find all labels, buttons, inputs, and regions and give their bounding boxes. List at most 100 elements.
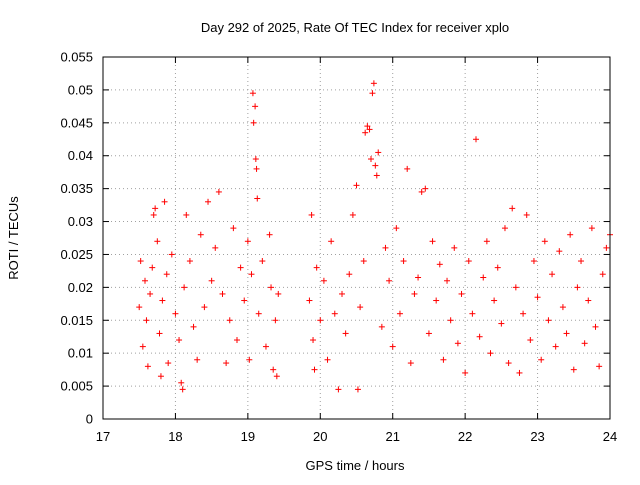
data-point <box>223 360 230 367</box>
data-point <box>372 162 379 169</box>
data-point <box>362 129 369 136</box>
data-point <box>252 103 259 110</box>
x-axis-label: GPS time / hours <box>306 458 405 473</box>
data-point <box>592 323 599 330</box>
data-point <box>483 238 490 245</box>
data-point <box>465 258 472 265</box>
y-tick-label: 0.01 <box>68 346 93 361</box>
y-tick-label: 0 <box>86 412 93 427</box>
data-point <box>253 165 260 172</box>
x-tick-labels: 17 18 19 20 21 22 23 24 <box>96 429 617 444</box>
data-point <box>552 343 559 350</box>
data-point <box>262 343 269 350</box>
data-point <box>429 238 436 245</box>
data-point <box>273 373 280 380</box>
data-point <box>212 244 219 251</box>
scatter-points <box>136 80 613 393</box>
data-point <box>480 274 487 281</box>
data-point <box>454 340 461 347</box>
data-point <box>324 356 331 363</box>
data-point <box>272 317 279 324</box>
data-point <box>306 297 313 304</box>
y-axis-label: ROTI / TECUs <box>6 196 21 280</box>
data-point <box>581 340 588 347</box>
data-point <box>603 244 610 251</box>
data-point <box>563 330 570 337</box>
data-point <box>331 310 338 317</box>
data-point <box>183 211 190 218</box>
data-point <box>244 238 251 245</box>
data-point <box>255 310 262 317</box>
data-point <box>178 379 185 386</box>
x-tick-label: 18 <box>168 429 182 444</box>
data-point <box>556 248 563 255</box>
data-point <box>156 330 163 337</box>
data-point <box>147 290 154 297</box>
data-point <box>233 337 240 344</box>
y-tick-label: 0.015 <box>60 313 93 328</box>
data-point <box>143 317 150 324</box>
data-point <box>354 386 361 393</box>
data-point <box>149 264 156 271</box>
data-point <box>168 251 175 258</box>
data-point <box>458 290 465 297</box>
data-point <box>538 356 545 363</box>
data-point <box>249 90 256 97</box>
data-point <box>541 238 548 245</box>
data-point <box>172 310 179 317</box>
data-point <box>320 277 327 284</box>
chart-title: Day 292 of 2025, Rate Of TEC Index for r… <box>201 20 509 35</box>
y-tick-label: 0.055 <box>60 50 93 65</box>
data-point <box>366 126 373 133</box>
data-point <box>462 369 469 376</box>
data-point <box>252 156 259 163</box>
data-point <box>248 271 255 278</box>
data-point <box>588 225 595 232</box>
data-point <box>144 363 151 370</box>
data-point <box>215 188 222 195</box>
data-point <box>386 277 393 284</box>
data-point <box>241 297 248 304</box>
data-point <box>473 136 480 143</box>
data-point <box>159 297 166 304</box>
data-point <box>411 290 418 297</box>
data-point <box>349 211 356 218</box>
data-point <box>596 363 603 370</box>
y-tick-label: 0.005 <box>60 379 93 394</box>
data-point <box>246 356 253 363</box>
data-point <box>157 373 164 380</box>
data-point <box>353 182 360 189</box>
data-point <box>357 304 364 311</box>
plot-frame <box>102 56 611 420</box>
data-point <box>219 290 226 297</box>
data-point <box>237 264 244 271</box>
x-tick-label: 23 <box>530 429 544 444</box>
data-point <box>422 185 429 192</box>
data-point <box>308 211 315 218</box>
data-point <box>194 356 201 363</box>
y-tick-label: 0.02 <box>68 280 93 295</box>
data-point <box>317 317 324 324</box>
data-point <box>346 271 353 278</box>
data-point <box>190 323 197 330</box>
data-point <box>250 119 257 126</box>
data-point <box>549 271 556 278</box>
data-point <box>574 284 581 291</box>
data-point <box>469 310 476 317</box>
data-point <box>364 123 371 130</box>
data-point <box>487 350 494 357</box>
x-tick-label: 24 <box>603 429 617 444</box>
data-point <box>393 225 400 232</box>
data-point <box>425 330 432 337</box>
data-point <box>527 337 534 344</box>
data-point <box>530 258 537 265</box>
data-point <box>501 225 508 232</box>
data-point <box>179 386 186 393</box>
y-tick-label: 0.045 <box>60 115 93 130</box>
data-point <box>268 284 275 291</box>
data-point <box>367 156 374 163</box>
data-point <box>559 304 566 311</box>
data-point <box>313 264 320 271</box>
